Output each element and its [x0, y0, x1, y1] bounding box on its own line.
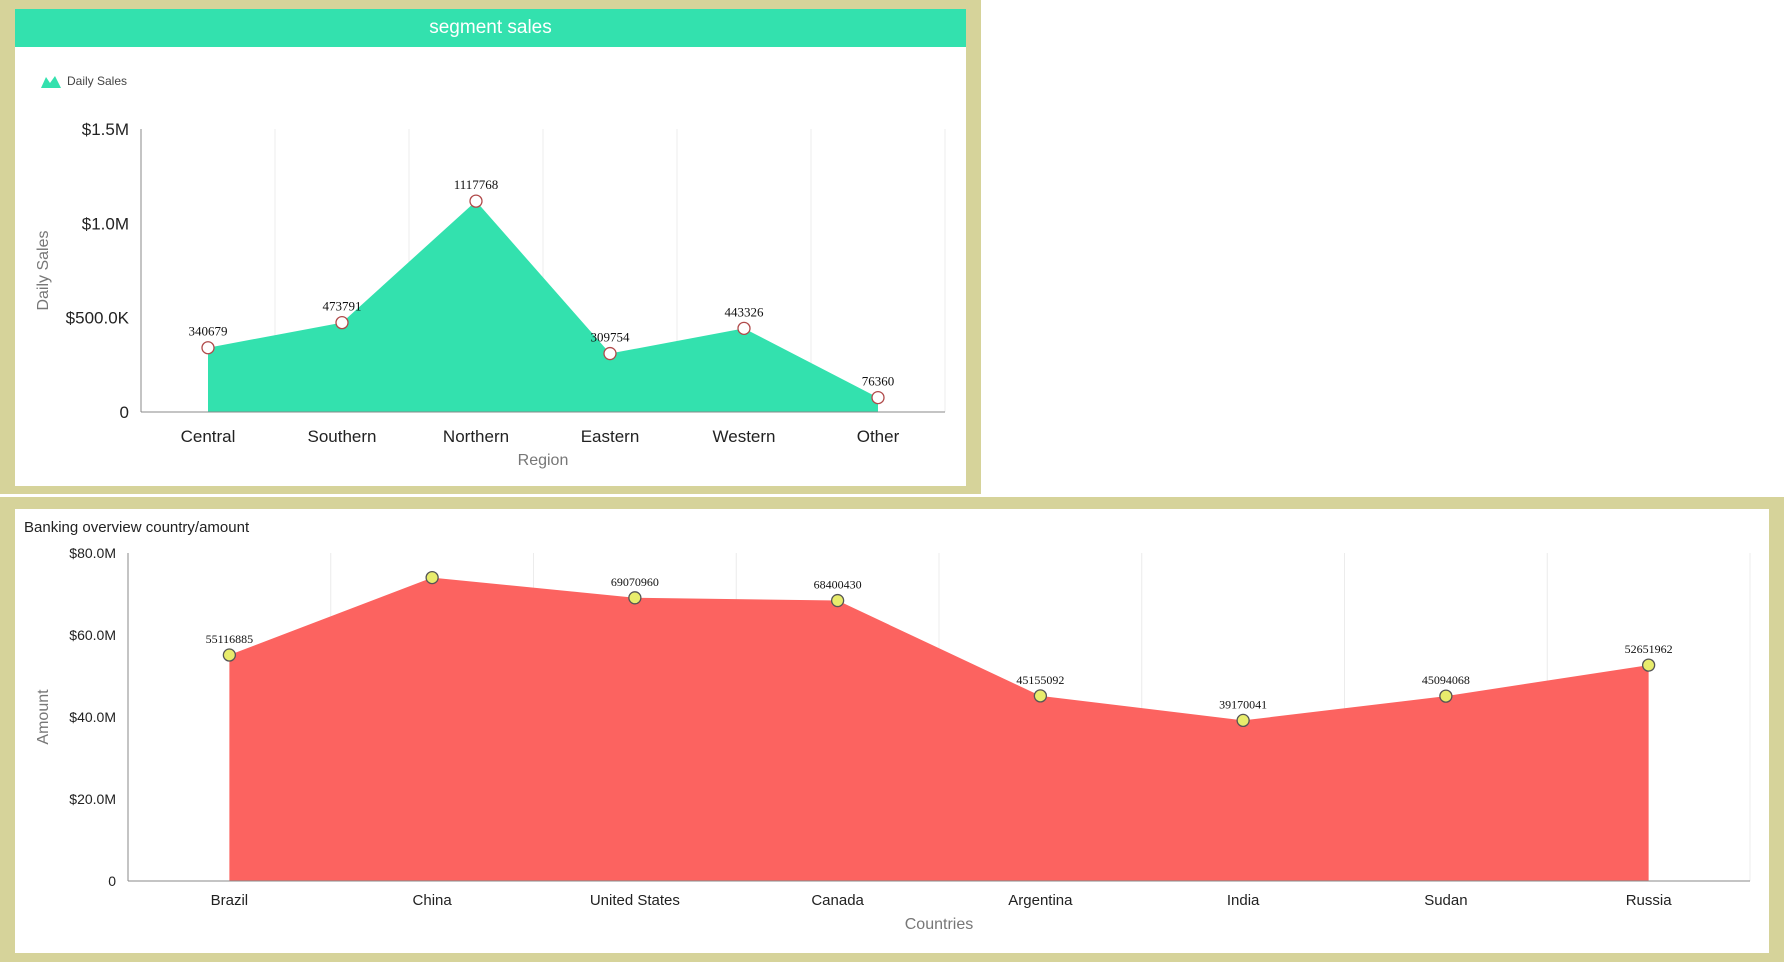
y-tick-label: $60.0M	[69, 627, 116, 643]
x-tick-label: Southern	[308, 427, 377, 446]
data-point	[737, 321, 751, 336]
y-tick-label: $40.0M	[69, 709, 116, 725]
x-tick-label: Canada	[811, 892, 864, 909]
data-label: 1117768	[454, 177, 499, 192]
segment-sales-chart: 0 $500.0K $1.0M $1.5M 340679 Central 473791 Sou…	[35, 120, 946, 469]
y-axis-title: Amount	[35, 689, 52, 745]
chart-legend[interactable]: Daily Sales	[41, 74, 127, 88]
data-point	[1439, 689, 1453, 703]
banking-overview-card: Banking overview country/amount 0 $20.0M $…	[15, 509, 1769, 953]
y-tick-label: 0	[108, 873, 116, 889]
data-label: 69070960	[611, 575, 659, 589]
x-tick-label: United States	[590, 892, 680, 909]
data-point	[201, 341, 215, 355]
data-label: 52651962	[1625, 642, 1673, 656]
x-tick-label: Other	[857, 427, 900, 446]
banking-overview-chart: 0 $20.0M $40.0M $60.0M $80.0M 55116885 Brazil C…	[35, 545, 1751, 933]
data-label: 473791	[323, 299, 362, 314]
data-label: 55116885	[206, 632, 254, 646]
data-label: 340679	[189, 324, 228, 339]
x-axis-title: Region	[518, 452, 569, 469]
segment-sales-panel: segment sales Daily Sales 0 $500.0K $1.0M $…	[0, 0, 981, 494]
x-tick-label: Argentina	[1008, 892, 1073, 909]
data-label: 45094068	[1422, 673, 1470, 687]
x-tick-label: India	[1227, 892, 1260, 909]
y-tick-label: $1.5M	[82, 120, 129, 139]
data-point	[603, 346, 617, 361]
data-point	[830, 593, 845, 608]
area-series	[229, 577, 1649, 881]
data-point	[335, 315, 349, 330]
x-axis-title: Countries	[905, 916, 973, 933]
segment-sales-card: segment sales Daily Sales 0 $500.0K $1.0M $…	[15, 9, 966, 486]
data-point	[425, 570, 439, 585]
data-point	[1641, 658, 1656, 672]
x-tick-label: Northern	[443, 427, 509, 446]
x-tick-label: Brazil	[211, 892, 249, 909]
data-label: 443326	[725, 304, 765, 319]
x-tick-label: Russia	[1626, 892, 1673, 909]
data-point	[469, 194, 483, 208]
data-point	[1033, 689, 1048, 703]
chart-title: Banking overview country/amount	[24, 519, 250, 536]
area-legend-icon	[41, 76, 61, 88]
x-tick-label: Sudan	[1424, 892, 1467, 909]
data-label: 68400430	[814, 578, 862, 592]
x-tick-label: Western	[713, 427, 776, 446]
banking-overview-panel: Banking overview country/amount 0 $20.0M $…	[0, 497, 1784, 962]
x-tick-label: Central	[181, 427, 236, 446]
y-axis-title: Daily Sales	[35, 230, 52, 310]
data-point	[628, 591, 642, 605]
data-label: 39170041	[1219, 697, 1267, 711]
y-tick-label: $80.0M	[69, 545, 116, 561]
x-tick-label: Eastern	[581, 427, 640, 446]
data-point	[222, 648, 237, 662]
y-tick-label: $500.0K	[66, 309, 130, 328]
data-label: 76360	[862, 374, 895, 389]
data-label: 45155092	[1016, 673, 1064, 687]
data-point	[871, 390, 885, 405]
y-tick-label: 0	[120, 403, 129, 422]
x-tick-label: China	[413, 892, 453, 909]
legend-label: Daily Sales	[67, 74, 128, 88]
chart-title: segment sales	[15, 9, 966, 47]
y-tick-label: $1.0M	[82, 214, 129, 233]
area-series	[208, 201, 878, 412]
y-tick-label: $20.0M	[69, 791, 116, 807]
data-point	[1236, 713, 1250, 728]
data-label: 309754	[591, 330, 631, 345]
